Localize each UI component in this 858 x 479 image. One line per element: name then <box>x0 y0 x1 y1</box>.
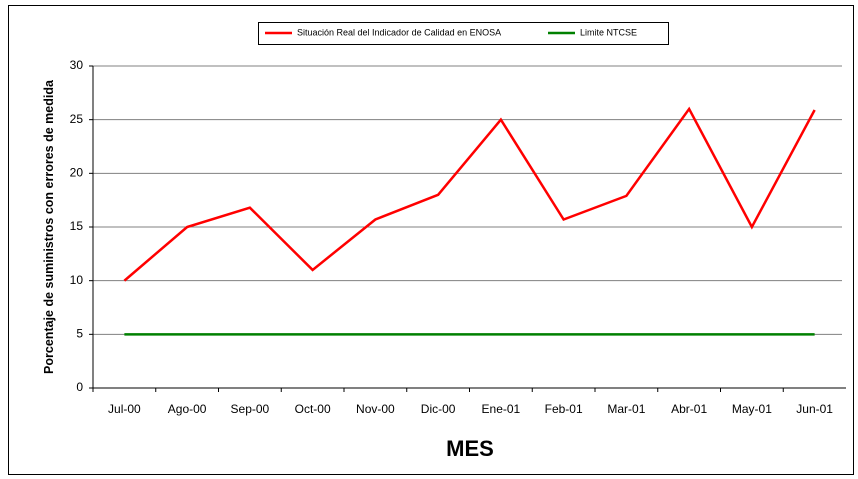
x-tick-label: Dic-00 <box>421 402 456 416</box>
y-axis-label: Porcentaje de suministros con errores de… <box>42 80 56 374</box>
x-tick-label: Oct-00 <box>295 402 331 416</box>
y-tick-label: 5 <box>76 327 83 341</box>
y-tick-label: 25 <box>70 112 84 126</box>
legend-label: Situación Real del Indicador de Calidad … <box>297 27 501 37</box>
x-tick-label: Nov-00 <box>356 402 395 416</box>
x-tick-label: Ene-01 <box>482 402 521 416</box>
x-tick-label: Sep-00 <box>231 402 270 416</box>
chart-border <box>8 5 854 475</box>
y-tick-label: 30 <box>70 58 84 72</box>
series-line <box>123 106 816 282</box>
x-tick-label: Abr-01 <box>671 402 707 416</box>
x-tick-label: Jul-00 <box>108 402 141 416</box>
y-tick-label: 15 <box>70 219 84 233</box>
legend-label: Limite NTCSE <box>580 27 637 37</box>
x-tick-label: Feb-01 <box>545 402 583 416</box>
x-tick-label: Ago-00 <box>168 402 207 416</box>
y-tick-label: 20 <box>70 166 84 180</box>
y-tick-label: 10 <box>70 273 84 287</box>
x-tick-label: Mar-01 <box>607 402 645 416</box>
x-tick-label: Jun-01 <box>796 402 833 416</box>
legend-box <box>258 22 669 45</box>
y-tick-label: 0 <box>76 380 83 394</box>
x-axis-label: MES <box>446 436 494 461</box>
x-tick-label: May-01 <box>732 402 772 416</box>
